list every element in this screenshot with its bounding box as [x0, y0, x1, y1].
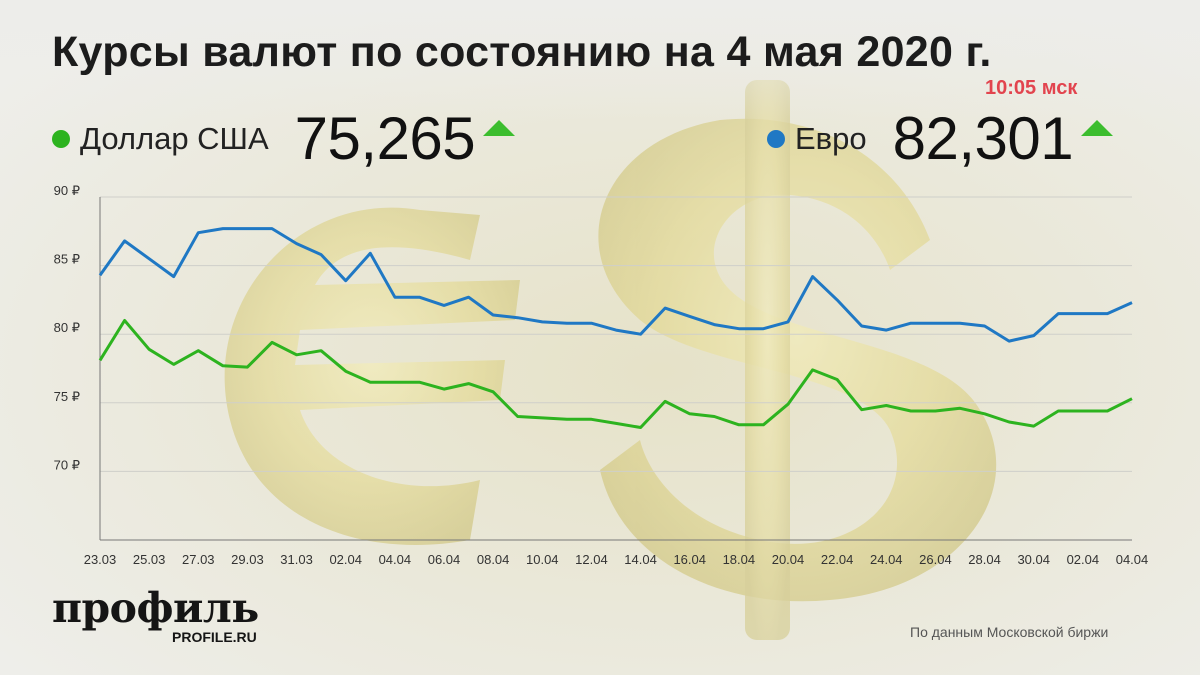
- eur-legend-dot: [767, 129, 785, 148]
- x-tick-label: 20.04: [772, 552, 805, 567]
- x-tick-label: 27.03: [182, 552, 215, 567]
- usd-value: 75,265: [294, 105, 476, 172]
- x-tick-label: 16.04: [673, 552, 706, 567]
- y-tick-label: 75 ₽: [54, 389, 80, 404]
- x-tick-label: 30.04: [1017, 552, 1050, 567]
- x-tick-label: 22.04: [821, 552, 854, 567]
- x-tick-label: 04.04: [379, 552, 412, 567]
- x-tick-label: 10.04: [526, 552, 559, 567]
- y-tick-label: 80 ₽: [54, 320, 80, 335]
- usd-legend-dot: [52, 129, 70, 148]
- x-tick-label: 24.04: [870, 552, 903, 567]
- usd-rate-block: Доллар США 75,265: [52, 104, 516, 173]
- brand-logo: профиль PROFILE.RU: [52, 584, 259, 646]
- x-tick-label: 23.03: [84, 552, 117, 567]
- usd-label: Доллар США: [80, 120, 269, 156]
- euro-coin-shape: [224, 207, 520, 545]
- page-title: Курсы валют по состоянию на 4 мая 2020 г…: [52, 28, 992, 76]
- x-tick-label: 25.03: [133, 552, 166, 567]
- y-tick-label: 70 ₽: [54, 457, 80, 472]
- up-arrow-icon: [483, 119, 516, 136]
- brand-url: PROFILE.RU: [172, 629, 257, 645]
- eur-rate-block: Евро 82,301: [767, 104, 1114, 173]
- data-source-note: По данным Московской биржи: [910, 624, 1109, 640]
- x-tick-label: 18.04: [723, 552, 756, 567]
- timestamp: 10:05 мск: [985, 77, 1078, 99]
- x-tick-label: 02.04: [1067, 552, 1100, 567]
- eur-series-line: [98, 227, 1133, 343]
- y-tick-label: 85 ₽: [54, 252, 80, 267]
- x-tick-label: 26.04: [919, 552, 952, 567]
- x-tick-label: 02.04: [329, 552, 362, 567]
- up-arrow-icon: [1081, 119, 1114, 136]
- x-tick-label: 28.04: [968, 552, 1001, 567]
- eur-value: 82,301: [892, 105, 1074, 172]
- x-tick-label: 08.04: [477, 552, 510, 567]
- brand-name: профиль: [52, 584, 259, 632]
- x-tick-label: 06.04: [428, 552, 461, 567]
- dollar-coin-shape: [598, 80, 997, 640]
- x-tick-label: 12.04: [575, 552, 608, 567]
- x-tick-label: 31.03: [280, 552, 313, 567]
- y-tick-label: 90 ₽: [54, 183, 80, 198]
- eur-label: Евро: [795, 120, 867, 156]
- x-tick-label: 14.04: [624, 552, 657, 567]
- usd-series-line: [98, 319, 1133, 429]
- x-tick-label: 04.04: [1116, 552, 1149, 567]
- x-tick-label: 29.03: [231, 552, 264, 567]
